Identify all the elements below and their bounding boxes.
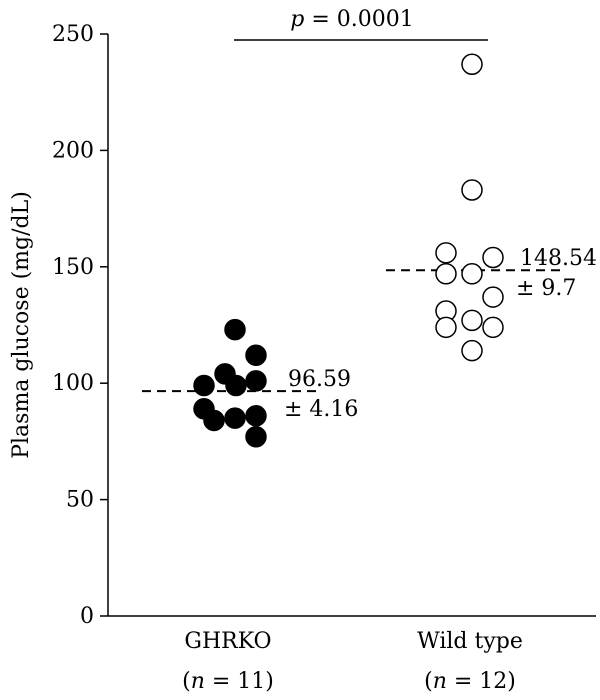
group-name-label: Wild type xyxy=(417,629,523,654)
data-point xyxy=(245,370,267,392)
group-n-symbol: n xyxy=(191,669,205,694)
mean-value-label: 148.54 xyxy=(520,246,597,271)
y-ticks: 0 50 100 150 200 250 xyxy=(52,22,108,629)
y-tick-label: 0 xyxy=(80,604,94,629)
data-point xyxy=(461,179,483,201)
group-n-label: (n = 11) xyxy=(182,669,274,694)
data-point xyxy=(245,344,267,367)
group-n-symbol: n xyxy=(433,669,447,694)
y-tick-label: 150 xyxy=(52,255,94,280)
data-point xyxy=(461,53,483,76)
mean-value-label: 96.59 xyxy=(288,367,351,392)
data-point xyxy=(245,405,267,427)
data-point xyxy=(435,263,457,285)
p-value-text: = 0.0001 xyxy=(304,7,413,32)
p-symbol: p xyxy=(290,7,304,32)
p-value-label: p = 0.0001 xyxy=(290,7,414,32)
data-point xyxy=(193,374,215,397)
y-tick-label: 250 xyxy=(52,22,94,47)
data-point xyxy=(461,263,483,285)
data-point xyxy=(435,316,457,339)
data-point xyxy=(482,286,504,308)
group-n-value: = 12) xyxy=(447,669,516,694)
data-point xyxy=(224,318,246,341)
data-point xyxy=(435,242,457,264)
data-point xyxy=(245,425,267,448)
data-point xyxy=(461,309,483,332)
group-n-value: = 11) xyxy=(205,669,274,694)
y-tick-label: 100 xyxy=(52,371,94,396)
data-point xyxy=(482,316,504,339)
group-n-label: (n = 12) xyxy=(424,669,516,694)
data-point xyxy=(203,409,225,432)
y-axis-title: Plasma glucose (mg/dL) xyxy=(9,191,34,459)
group-n-open: ( xyxy=(424,669,433,694)
group-n-open: ( xyxy=(182,669,191,694)
y-tick-label: 50 xyxy=(66,488,94,513)
data-points xyxy=(193,53,504,448)
mean-labels: 96.59 ± 4.16 148.54 ± 9.7 xyxy=(284,246,597,422)
data-point xyxy=(225,374,247,397)
y-tick-label: 200 xyxy=(52,138,94,163)
data-point xyxy=(461,339,483,362)
sem-value-label: ± 4.16 xyxy=(284,397,358,422)
data-point xyxy=(224,407,246,429)
data-point xyxy=(482,246,504,269)
group-labels: GHRKO(n = 11)Wild type(n = 12) xyxy=(182,629,523,694)
group-name-label: GHRKO xyxy=(184,629,271,654)
sem-value-label: ± 9.7 xyxy=(516,276,576,301)
